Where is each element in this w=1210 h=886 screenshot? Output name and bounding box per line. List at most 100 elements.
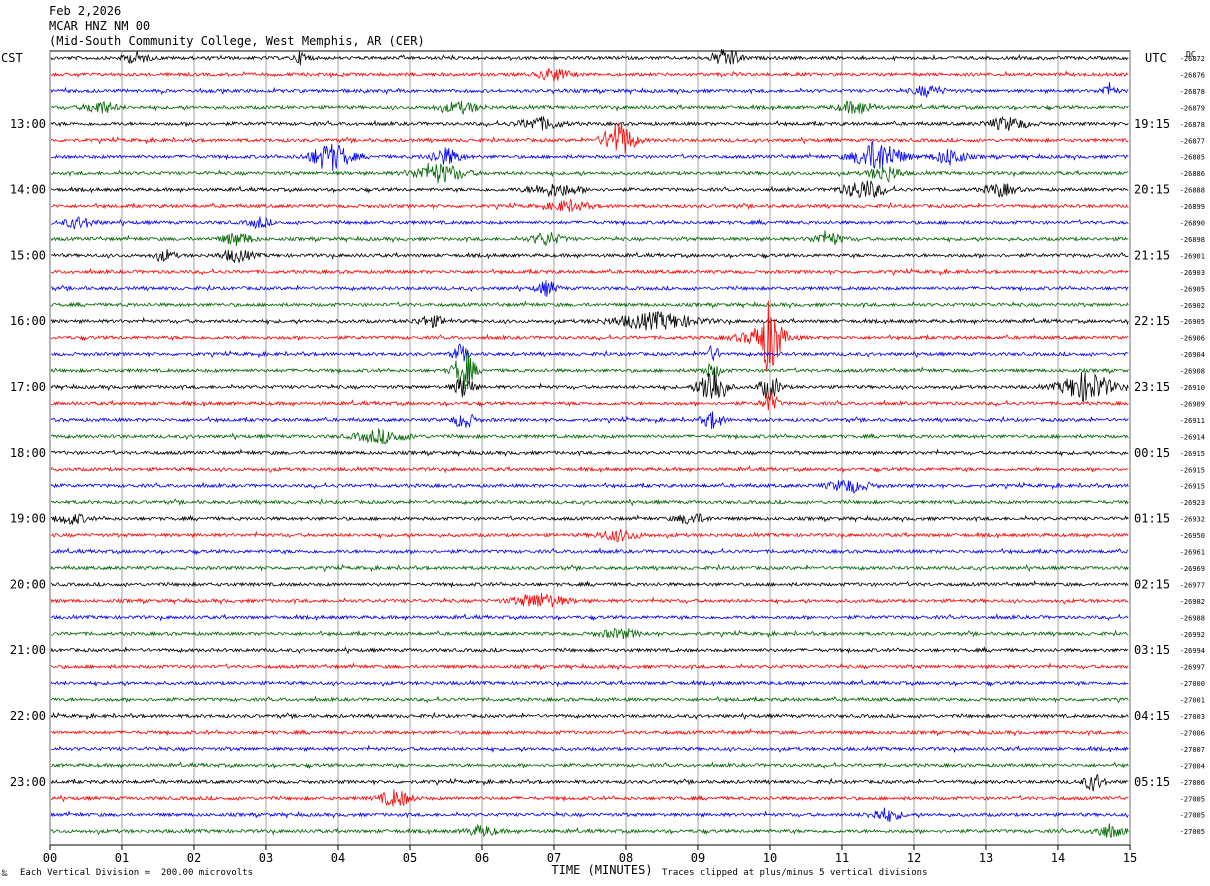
dc-offset-label: -26878 [1180, 121, 1205, 129]
trace-30 [50, 529, 1129, 543]
cst-hour-label: 16:00 [10, 314, 46, 328]
trace-2 [50, 68, 1129, 82]
dc-offset-label: -26905 [1180, 285, 1205, 293]
left-timezone-label: CST [1, 51, 23, 65]
dc-offset-label: -27005 [1180, 828, 1205, 836]
dc-offset-label: -26886 [1180, 170, 1205, 178]
cst-hour-label: 14:00 [10, 183, 46, 197]
trace-43 [50, 744, 1129, 754]
trace-10 [50, 198, 1129, 212]
x-tick-label-01: 01 [115, 851, 129, 865]
trace-17 [50, 311, 1129, 331]
dc-offset-label: -26915 [1180, 466, 1205, 474]
trace-12 [50, 230, 1129, 247]
footer-mark: ‰ [2, 869, 8, 879]
dc-offset-header: DC [1186, 50, 1196, 59]
trace-27 [50, 480, 1129, 494]
axis-labels: 00 01 02 03 04 05 06 07 08 09 10 11 12 13 14 15 -26872 -2… [10, 55, 1205, 865]
dc-offset-label: -26923 [1180, 499, 1205, 507]
trace-5 [50, 116, 1129, 131]
dc-offset-label: -27003 [1180, 713, 1205, 721]
plot-frame [49, 50, 1131, 846]
x-tick-label-11: 11 [835, 851, 849, 865]
trace-20 [50, 353, 1129, 390]
dc-offset-label: -26911 [1180, 417, 1205, 425]
dc-offset-label: -26997 [1180, 664, 1205, 672]
trace-42 [50, 728, 1129, 737]
scale-note: Each Vertical Division = 200.00 microvol… [20, 868, 253, 878]
dc-offset-label: -26905 [1180, 318, 1205, 326]
trace-39 [50, 678, 1129, 688]
dc-offset-label: -26950 [1180, 532, 1205, 540]
dc-offset-label: -26899 [1180, 203, 1205, 211]
cst-hour-label: 22:00 [10, 709, 46, 723]
dc-offset-label: -26977 [1180, 581, 1205, 589]
x-tick-label-10: 10 [763, 851, 777, 865]
utc-hour-label: 19:15 [1134, 117, 1170, 131]
dc-offset-label: -26909 [1180, 400, 1205, 408]
x-tick-label-06: 06 [475, 851, 489, 865]
utc-hour-label: 23:15 [1134, 380, 1170, 394]
trace-8 [50, 162, 1129, 184]
clip-note: Traces clipped at plus/minus 5 vertical … [662, 868, 928, 878]
trace-22 [50, 391, 1129, 411]
utc-hour-label: 00:15 [1134, 446, 1170, 460]
dc-offset-label: -26901 [1180, 252, 1205, 260]
trace-25 [50, 448, 1129, 457]
trace-37 [50, 646, 1129, 655]
dc-offset-label: -26988 [1180, 614, 1205, 622]
dc-offset-label: -26908 [1180, 368, 1205, 376]
station-location: (Mid-South Community College, West Memph… [49, 34, 425, 48]
x-tick-label-12: 12 [907, 851, 921, 865]
trace-1 [50, 49, 1129, 66]
trace-14 [50, 267, 1129, 277]
cst-hour-label: 20:00 [10, 577, 46, 591]
trace-29 [50, 513, 1129, 525]
trace-13 [50, 249, 1129, 263]
x-tick-label-14: 14 [1051, 851, 1065, 865]
trace-31 [50, 547, 1129, 556]
dc-offset-label: -26932 [1180, 516, 1205, 524]
x-tick-label-04: 04 [331, 851, 345, 865]
dc-offset-label: -27005 [1180, 795, 1205, 803]
x-tick-label-02: 02 [187, 851, 201, 865]
right-timezone-label: UTC [1145, 51, 1167, 65]
trace-32 [50, 563, 1129, 573]
trace-40 [50, 695, 1129, 704]
trace-26 [50, 465, 1129, 474]
trace-35 [50, 613, 1129, 622]
x-tick-label-15: 15 [1123, 851, 1137, 865]
dc-offset-label: -27007 [1180, 746, 1205, 754]
trace-11 [50, 216, 1129, 230]
trace-4 [50, 100, 1129, 116]
dc-offset-label: -27001 [1180, 697, 1205, 705]
dc-offset-label: -27006 [1180, 729, 1205, 737]
trace-36 [50, 627, 1129, 639]
dc-offset-label: -26872 [1180, 55, 1205, 63]
dc-offset-label: -26994 [1180, 647, 1205, 655]
dc-offset-label: -26992 [1180, 631, 1205, 639]
dc-offset-label: -26876 [1180, 71, 1205, 79]
trace-15 [50, 280, 1129, 297]
utc-hour-label: 01:15 [1134, 512, 1170, 526]
x-tick-label-07: 07 [547, 851, 561, 865]
x-axis-title: TIME (MINUTES) [551, 863, 652, 877]
utc-hour-label: 05:15 [1134, 775, 1170, 789]
trace-45 [50, 774, 1129, 792]
utc-hour-label: 21:15 [1134, 248, 1170, 262]
utc-hour-label: 22:15 [1134, 314, 1170, 328]
dc-offset-label: -26890 [1180, 220, 1205, 228]
dc-offset-label: -26906 [1180, 335, 1205, 343]
trace-19 [50, 343, 1129, 362]
dc-offset-label: -26961 [1180, 549, 1205, 557]
dc-offset-label: -26910 [1180, 384, 1205, 392]
x-tick-label-00: 00 [43, 851, 57, 865]
dc-offset-label: -26914 [1180, 433, 1205, 441]
dc-offset-label: -27006 [1180, 779, 1205, 787]
cst-hour-label: 15:00 [10, 248, 46, 262]
x-tick-label-09: 09 [691, 851, 705, 865]
dc-offset-label: -26969 [1180, 565, 1205, 573]
dc-offset-label: -26982 [1180, 598, 1205, 606]
dc-offset-label: -26878 [1180, 88, 1205, 96]
